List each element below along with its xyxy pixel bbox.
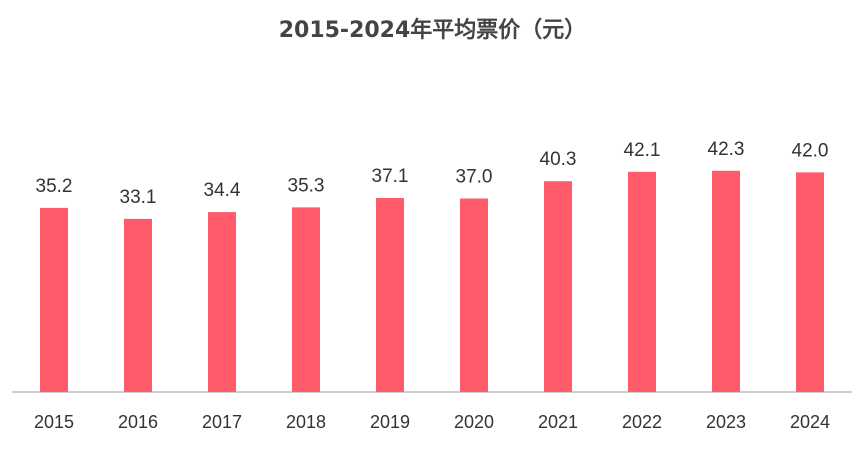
x-tick-label-2020: 2020 [454,412,494,432]
bar-2017 [208,212,236,392]
x-tick-label-2018: 2018 [286,412,326,432]
x-tick-label-2021: 2021 [538,412,578,432]
data-label-2018: 35.3 [288,175,325,196]
bar-2015 [40,207,68,392]
x-tick-label-2022: 2022 [622,412,662,432]
bar-2021 [544,181,572,392]
x-tick-label-2016: 2016 [118,412,158,432]
bar-2018 [292,207,320,392]
data-label-2024: 42.0 [792,140,829,161]
x-tick-label-2023: 2023 [706,412,746,432]
data-label-2016: 33.1 [120,187,157,208]
data-label-2015: 35.2 [36,176,73,197]
bar-2020 [460,198,488,392]
data-label-2021: 40.3 [540,149,577,170]
x-tick-label-2024: 2024 [790,412,830,432]
x-tick-label-2017: 2017 [202,412,242,432]
data-label-2020: 37.0 [456,166,493,187]
x-tick-label-2019: 2019 [370,412,410,432]
bar-2022 [628,171,656,392]
chart-title: 2015-2024年平均票价（元） [278,18,587,43]
bar-2019 [376,197,404,392]
bar-2023 [712,170,740,392]
bar-2024 [796,172,824,392]
bar-2016 [124,218,152,392]
data-label-2022: 42.1 [624,140,661,161]
data-label-2017: 34.4 [204,180,241,201]
data-label-2019: 37.1 [372,166,409,187]
x-tick-label-2015: 2015 [34,412,74,432]
data-label-2023: 42.3 [708,139,745,160]
